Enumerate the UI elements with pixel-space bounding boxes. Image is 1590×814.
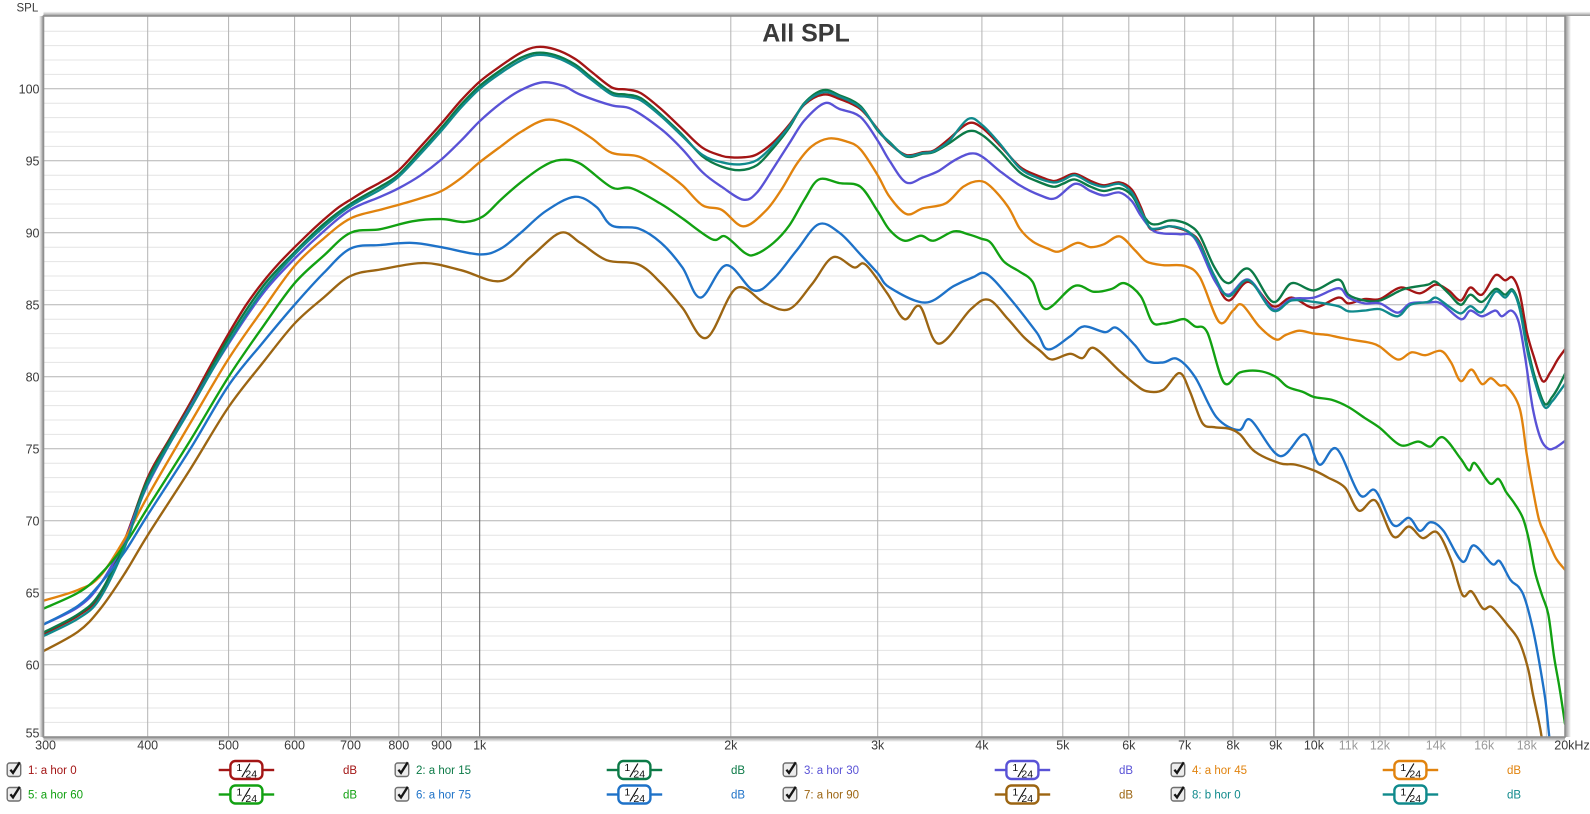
svg-text:11k: 11k <box>1339 739 1359 753</box>
svg-text:24: 24 <box>245 793 257 805</box>
svg-text:dB: dB <box>1119 790 1133 802</box>
svg-text:SPL: SPL <box>17 3 39 15</box>
svg-text:500: 500 <box>218 739 239 753</box>
svg-text:6: a hor 75: 6: a hor 75 <box>416 790 471 802</box>
svg-text:600: 600 <box>284 739 305 753</box>
svg-text:1: 1 <box>1012 762 1018 774</box>
svg-text:dB: dB <box>1507 790 1521 802</box>
svg-text:24: 24 <box>1409 793 1421 805</box>
svg-text:24: 24 <box>633 793 645 805</box>
svg-text:90: 90 <box>26 226 40 240</box>
svg-text:4: a hor 45: 4: a hor 45 <box>1192 765 1247 777</box>
svg-text:7k: 7k <box>1178 739 1192 753</box>
svg-text:8k: 8k <box>1226 739 1240 753</box>
svg-text:1: 1 <box>236 762 242 774</box>
svg-text:300: 300 <box>35 739 56 753</box>
svg-text:400: 400 <box>137 739 158 753</box>
svg-text:24: 24 <box>1021 769 1033 781</box>
svg-text:dB: dB <box>343 790 357 802</box>
svg-text:1: a hor 0: 1: a hor 0 <box>28 765 77 777</box>
svg-text:2: a hor 15: 2: a hor 15 <box>416 765 471 777</box>
svg-text:700: 700 <box>340 739 361 753</box>
svg-text:1k: 1k <box>473 739 487 753</box>
svg-text:24: 24 <box>633 769 645 781</box>
svg-text:14k: 14k <box>1426 739 1447 753</box>
svg-text:2k: 2k <box>724 739 738 753</box>
svg-text:65: 65 <box>26 586 40 600</box>
svg-text:8: b hor 0: 8: b hor 0 <box>1192 790 1241 802</box>
svg-text:dB: dB <box>731 790 745 802</box>
svg-text:4k: 4k <box>975 739 989 753</box>
svg-text:6k: 6k <box>1122 739 1136 753</box>
svg-text:dB: dB <box>1119 765 1133 777</box>
svg-text:24: 24 <box>1021 793 1033 805</box>
svg-text:dB: dB <box>1507 765 1521 777</box>
svg-text:800: 800 <box>388 739 409 753</box>
svg-text:All SPL: All SPL <box>762 20 850 48</box>
svg-text:1: 1 <box>1012 787 1018 799</box>
svg-text:3: a hor 30: 3: a hor 30 <box>804 765 859 777</box>
svg-text:5: a hor 60: 5: a hor 60 <box>28 790 83 802</box>
svg-text:95: 95 <box>26 154 40 168</box>
svg-text:24: 24 <box>1409 769 1421 781</box>
svg-text:dB: dB <box>731 765 745 777</box>
svg-text:16k: 16k <box>1474 739 1495 753</box>
svg-text:3k: 3k <box>871 739 885 753</box>
svg-text:1: 1 <box>1400 787 1406 799</box>
svg-text:9k: 9k <box>1269 739 1283 753</box>
svg-text:1: 1 <box>236 787 242 799</box>
svg-text:7: a hor 90: 7: a hor 90 <box>804 790 859 802</box>
svg-text:1: 1 <box>1400 762 1406 774</box>
svg-text:18k: 18k <box>1517 739 1538 753</box>
svg-text:dB: dB <box>343 765 357 777</box>
svg-text:80: 80 <box>26 370 40 384</box>
svg-text:1: 1 <box>624 762 630 774</box>
svg-text:85: 85 <box>26 298 40 312</box>
svg-text:20kHz: 20kHz <box>1554 739 1589 753</box>
svg-text:70: 70 <box>26 514 40 528</box>
svg-text:12k: 12k <box>1370 739 1391 753</box>
svg-text:75: 75 <box>26 442 40 456</box>
svg-text:900: 900 <box>431 739 452 753</box>
svg-text:10k: 10k <box>1304 739 1325 753</box>
svg-text:5k: 5k <box>1056 739 1070 753</box>
svg-text:1: 1 <box>624 787 630 799</box>
svg-text:24: 24 <box>245 769 257 781</box>
svg-text:60: 60 <box>26 658 40 672</box>
svg-text:100: 100 <box>19 82 40 96</box>
